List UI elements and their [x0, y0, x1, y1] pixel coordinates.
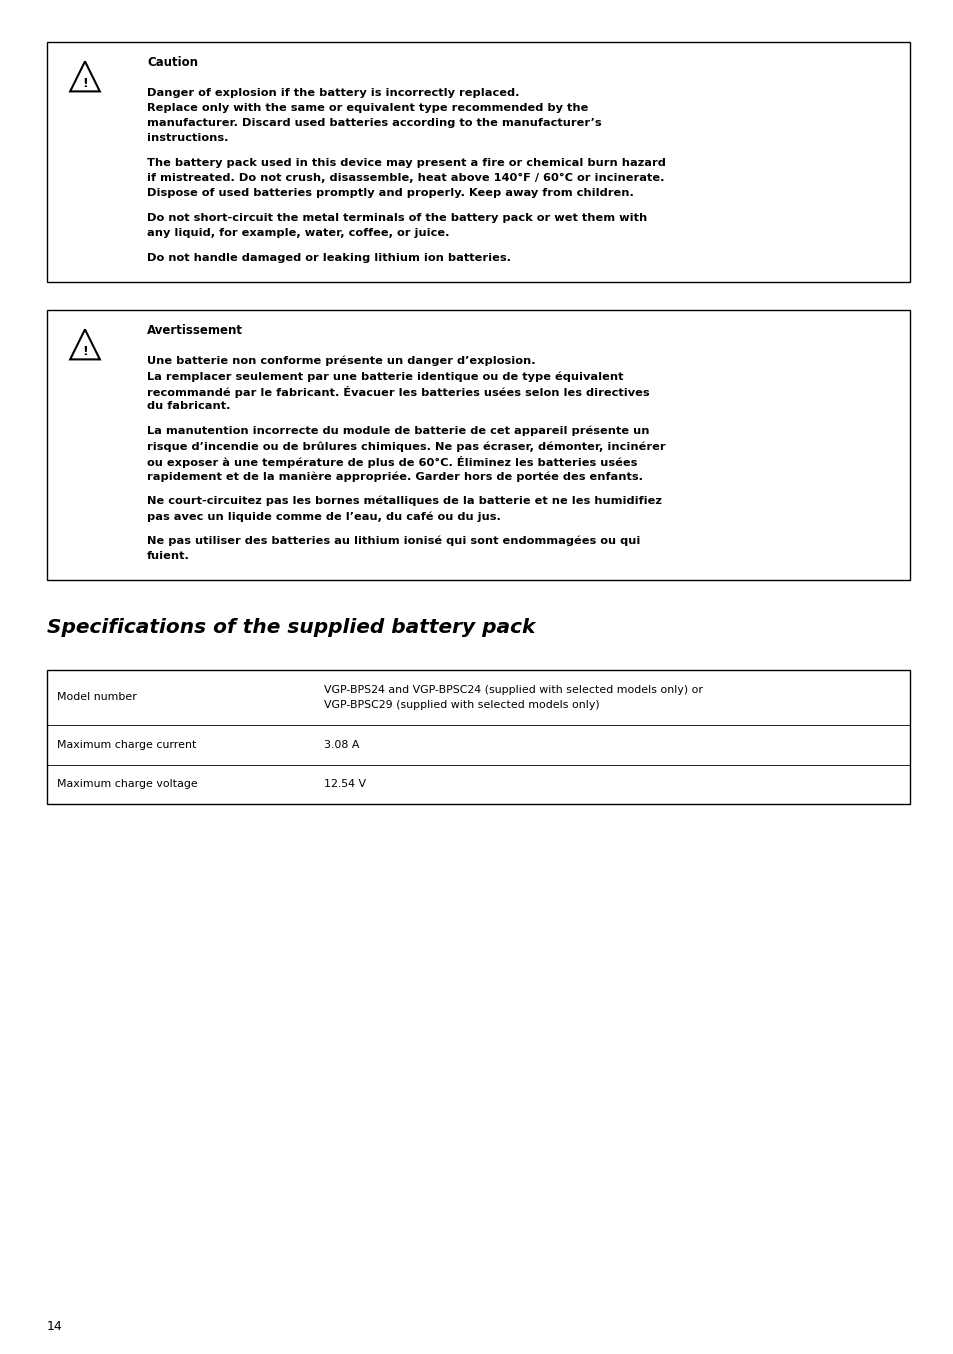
Text: fuient.: fuient.: [147, 551, 190, 561]
Bar: [47, 310, 909, 580]
Text: rapidement et de la manière appropriée. Garder hors de portée des enfants.: rapidement et de la manière appropriée. …: [147, 471, 642, 482]
Text: Caution: Caution: [147, 56, 198, 69]
Text: !: !: [82, 77, 88, 91]
Text: Ne court-circuitez pas les bornes métalliques de la batterie et ne les humidifie: Ne court-circuitez pas les bornes métall…: [147, 496, 661, 506]
Text: Ne pas utiliser des batteries au lithium ionisé qui sont endommagées ou qui: Ne pas utiliser des batteries au lithium…: [147, 536, 639, 547]
Text: manufacturer. Discard used batteries according to the manufacturer’s: manufacturer. Discard used batteries acc…: [147, 118, 601, 129]
Text: pas avec un liquide comme de l’eau, du café ou du jus.: pas avec un liquide comme de l’eau, du c…: [147, 510, 500, 521]
Text: Avertissement: Avertissement: [147, 324, 243, 337]
Text: Dispose of used batteries promptly and properly. Keep away from children.: Dispose of used batteries promptly and p…: [147, 188, 633, 198]
Text: Do not handle damaged or leaking lithium ion batteries.: Do not handle damaged or leaking lithium…: [147, 253, 511, 263]
Text: Replace only with the same or equivalent type recommended by the: Replace only with the same or equivalent…: [147, 103, 588, 112]
Text: VGP-BPSC29 (supplied with selected models only): VGP-BPSC29 (supplied with selected model…: [324, 700, 599, 711]
Text: The battery pack used in this device may present a fire or chemical burn hazard: The battery pack used in this device may…: [147, 158, 665, 168]
Text: Danger of explosion if the battery is incorrectly replaced.: Danger of explosion if the battery is in…: [147, 88, 519, 97]
Bar: [47, 42, 909, 282]
Text: instructions.: instructions.: [147, 133, 229, 144]
Text: risque d’incendie ou de brûlures chimiques. Ne pas écraser, démonter, incinérer: risque d’incendie ou de brûlures chimiqu…: [147, 441, 665, 451]
Text: recommandé par le fabricant. Évacuer les batteries usées selon les directives: recommandé par le fabricant. Évacuer les…: [147, 386, 649, 398]
Text: any liquid, for example, water, coffee, or juice.: any liquid, for example, water, coffee, …: [147, 227, 449, 238]
Text: !: !: [82, 345, 88, 357]
Text: Do not short-circuit the metal terminals of the battery pack or wet them with: Do not short-circuit the metal terminals…: [147, 213, 646, 223]
Text: du fabricant.: du fabricant.: [147, 401, 231, 412]
Text: Maximum charge voltage: Maximum charge voltage: [57, 780, 197, 789]
Text: Model number: Model number: [57, 692, 136, 703]
Text: La remplacer seulement par une batterie identique ou de type équivalent: La remplacer seulement par une batterie …: [147, 371, 623, 382]
Text: Maximum charge current: Maximum charge current: [57, 739, 196, 750]
Text: if mistreated. Do not crush, disassemble, heat above 140°F / 60°C or incinerate.: if mistreated. Do not crush, disassemble…: [147, 173, 664, 183]
Text: VGP-BPS24 and VGP-BPSC24 (supplied with selected models only) or: VGP-BPS24 and VGP-BPSC24 (supplied with …: [324, 685, 702, 695]
Text: 3.08 A: 3.08 A: [324, 739, 359, 750]
Bar: [47, 670, 909, 804]
Text: 14: 14: [47, 1320, 63, 1332]
Text: 12.54 V: 12.54 V: [324, 780, 366, 789]
Text: La manutention incorrecte du module de batterie de cet appareil présente un: La manutention incorrecte du module de b…: [147, 427, 649, 436]
Text: Specifications of the supplied battery pack: Specifications of the supplied battery p…: [47, 617, 535, 636]
Text: Une batterie non conforme présente un danger d’explosion.: Une batterie non conforme présente un da…: [147, 356, 535, 367]
Text: ou exposer à une température de plus de 60°C. Éliminez les batteries usées: ou exposer à une température de plus de …: [147, 456, 637, 468]
